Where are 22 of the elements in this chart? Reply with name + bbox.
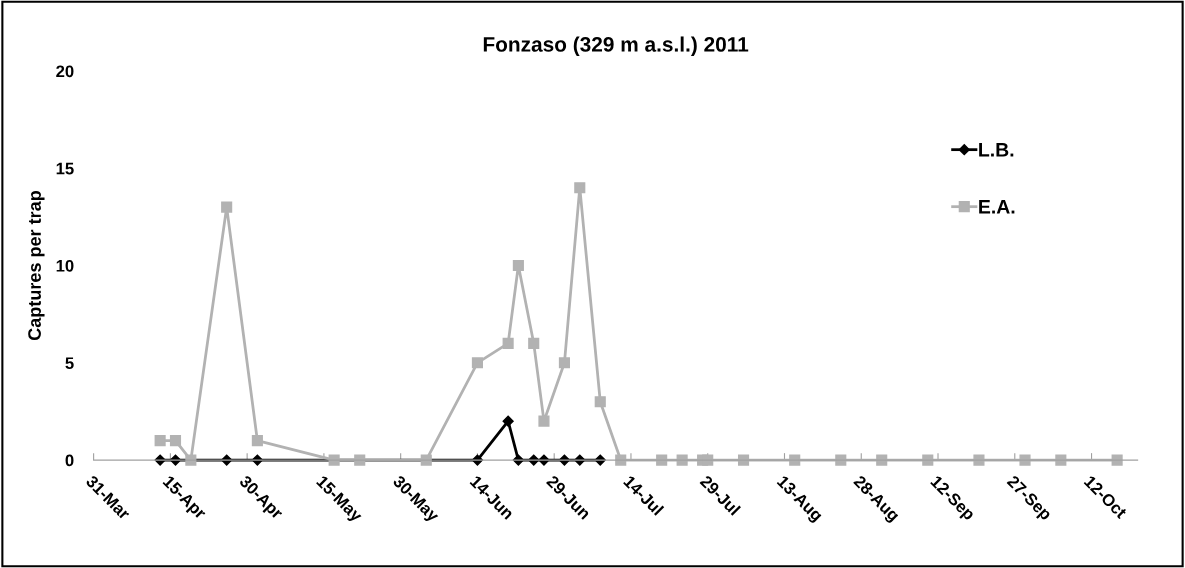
point	[538, 415, 550, 427]
point	[594, 396, 606, 408]
point	[558, 357, 570, 369]
point	[221, 201, 233, 213]
y-tick-label: 10	[56, 259, 74, 272]
point	[471, 357, 483, 369]
point	[169, 435, 182, 447]
point	[512, 259, 524, 272]
legend-label: L.B.	[979, 143, 1014, 157]
point	[574, 182, 586, 194]
y-tick-label: 20	[56, 65, 74, 78]
y-tick-label: 15	[56, 162, 74, 175]
point	[154, 435, 166, 447]
point	[502, 415, 514, 427]
y-tick-label: 5	[65, 357, 74, 370]
point	[502, 337, 514, 349]
y-tick-label: 0	[65, 454, 74, 467]
chart-title: Fonzaso (329 m a.s.l.) 2011	[483, 36, 749, 56]
legend-label: E.A.	[979, 200, 1015, 214]
point	[251, 435, 263, 447]
point	[528, 337, 540, 349]
y-axis-title: Captures per trap	[28, 191, 45, 341]
